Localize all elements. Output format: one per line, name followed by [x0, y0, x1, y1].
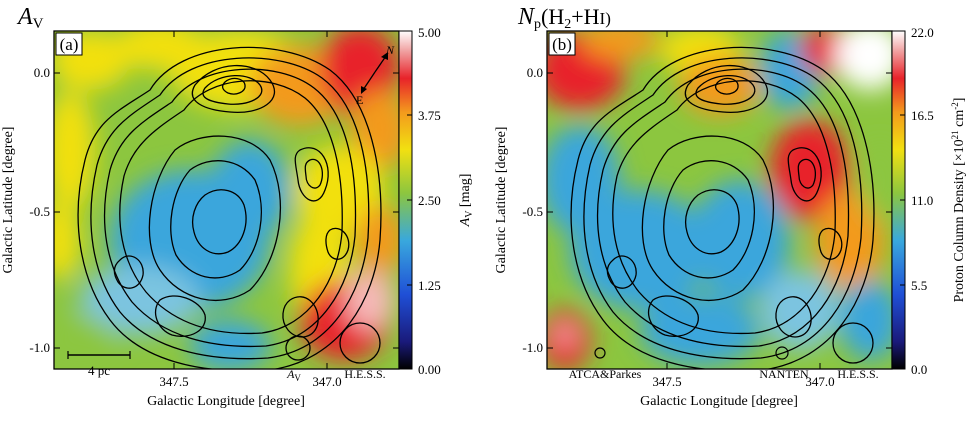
panel-a-cbar-label: AV [mag]: [458, 174, 475, 228]
hess-beam-label-a: H.E.S.S.: [344, 367, 385, 381]
panel-a-ytick-0: 0.0: [34, 65, 50, 80]
panel-a-cbar-tick-1: 3.75: [418, 108, 441, 123]
panel-a-cbar-tick-0: 5.00: [418, 25, 441, 40]
panel-a-beams: [285, 322, 381, 364]
scale-bar: 4 pc: [67, 351, 131, 378]
compass-north: N: [385, 43, 395, 57]
panel-b-cbar-tick-1: 16.5: [911, 108, 934, 123]
panel-a-xtick-0: 347.5: [159, 374, 188, 389]
panel-a-heatmap: [54, 31, 399, 369]
panel-a-cbar-tick-3: 1.25: [418, 278, 441, 293]
panel-b-beams: [594, 322, 874, 364]
panel-b-xtick-0: 347.5: [652, 374, 681, 389]
panel-a-ytick-2: -1.0: [29, 340, 50, 355]
panel-a-xlabel: Galactic Longitude [degree]: [147, 394, 305, 409]
panel-b-cbar-tick-4: 0.0: [911, 362, 927, 377]
panel-a-title: AV: [16, 4, 44, 32]
av-beam-label: AV: [286, 367, 301, 383]
panel-a-ytick-1: -0.5: [29, 204, 50, 219]
panel-b-cbar-label: Proton Column Density [×1021 cm-2]: [950, 98, 967, 303]
panel-b-heatmap: [547, 31, 892, 369]
panel-a-ticks: [54, 31, 399, 369]
panel-b-contours: [570, 46, 875, 369]
nanten-beam-label: NANTEN: [759, 367, 809, 381]
hess-beam-label-b: H.E.S.S.: [837, 367, 878, 381]
panel-a-label-box: [55, 32, 83, 56]
panel-b: (b) Np(H2+HI) 0.0 -0.5 -1.0 347.5 347.0 …: [494, 4, 967, 409]
nanten-beam-circle: [775, 346, 789, 360]
panel-a-xtick-1: 347.0: [312, 374, 341, 389]
panel-b-ytick-1: -0.5: [522, 204, 543, 219]
hess-beam-circle-a: [339, 322, 381, 364]
atca-beam-circle: [594, 347, 606, 359]
panel-b-cbar-tick-0: 22.0: [911, 25, 934, 40]
panel-b-label-box: [548, 32, 576, 56]
av-beam-circle: [285, 335, 311, 361]
panel-b-label: (b): [552, 35, 572, 54]
panel-a: (a) AV 0.0 -0.5 -1.0 347.5 347.0 Galacti…: [1, 4, 475, 409]
compass: N E: [356, 43, 395, 107]
panel-a-label: (a): [60, 35, 79, 54]
panel-a-contours: [77, 46, 382, 369]
scale-bar-label: 4 pc: [88, 363, 110, 378]
panel-a-cbar-tick-2: 2.50: [418, 193, 441, 208]
panel-b-ytick-2: -1.0: [522, 340, 543, 355]
panel-b-title: Np(H2+HI): [517, 4, 611, 32]
panel-b-ylabel: Galactic Latitude [degree]: [494, 127, 509, 274]
compass-east: E: [356, 93, 363, 107]
atca-beam-label: ATCA&Parkes: [569, 367, 642, 381]
panel-b-xlabel: Galactic Longitude [degree]: [640, 394, 798, 409]
panel-b-xtick-1: 347.0: [805, 374, 834, 389]
panel-b-ticks: [547, 31, 892, 369]
panel-b-cbar-tick-3: 5.5: [911, 278, 927, 293]
panel-b-ytick-0: 0.0: [527, 65, 543, 80]
panel-a-ylabel: Galactic Latitude [degree]: [1, 127, 16, 274]
hess-beam-circle-b: [832, 322, 874, 364]
panel-b-cbar-tick-2: 11.0: [911, 193, 933, 208]
panel-a-cbar-tick-4: 0.00: [418, 362, 441, 377]
